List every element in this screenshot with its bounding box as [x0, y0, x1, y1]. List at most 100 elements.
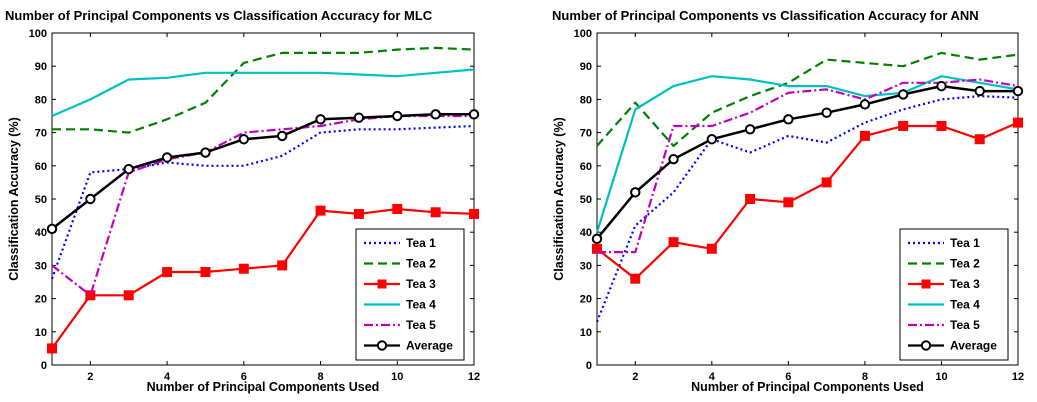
series-line	[50, 124, 475, 280]
data-point	[238, 263, 249, 274]
data-point	[668, 237, 679, 248]
x-axis-label: Number of Principal Components Used	[691, 380, 924, 394]
series-tea-2	[596, 51, 1019, 147]
legend-label: Tea 5	[950, 318, 980, 332]
x-tick-label: 6	[241, 371, 247, 383]
series-line	[51, 113, 474, 230]
series-tea-2	[52, 46, 475, 134]
series-tea-1	[595, 94, 1019, 323]
data-point	[706, 243, 717, 254]
y-tick-label: 20	[35, 294, 47, 306]
series-line	[595, 94, 1019, 323]
y-tick-label: 10	[580, 327, 592, 339]
chart-panel-1: Number of Principal Components vs Classi…	[5, 8, 480, 394]
series-line	[52, 46, 475, 134]
data-point	[1013, 117, 1023, 128]
data-point	[315, 205, 326, 216]
data-point	[277, 260, 288, 271]
data-point	[276, 130, 288, 142]
legend-label: Tea 3	[950, 277, 980, 291]
chart-panel-2: Number of Principal Components vs Classi…	[552, 8, 1024, 394]
data-point	[706, 134, 718, 145]
y-tick-label: 30	[580, 260, 592, 272]
data-point	[392, 203, 403, 214]
y-tick-label: 70	[580, 128, 592, 140]
data-point	[392, 110, 403, 122]
y-tick-label: 90	[35, 61, 47, 73]
series-tea-3	[592, 117, 1023, 284]
data-point	[592, 243, 602, 254]
legend-marker	[920, 340, 932, 351]
y-tick-label: 80	[580, 94, 592, 106]
data-point	[630, 187, 641, 198]
series-tea-1	[50, 124, 475, 280]
data-point	[430, 207, 441, 218]
y-tick-label: 20	[580, 294, 592, 306]
legend-label: Tea 1	[950, 236, 980, 250]
y-tick-label: 30	[35, 260, 47, 272]
x-tick-label: 12	[468, 371, 480, 383]
data-point	[821, 177, 832, 188]
x-tick-label: 2	[632, 371, 638, 383]
legend-marker	[376, 340, 388, 351]
y-tick-label: 80	[35, 94, 47, 106]
data-point	[783, 114, 794, 125]
legend-label: Tea 2	[950, 257, 980, 271]
legend: Tea 1 Tea 2 Tea 3 Tea 4 Tea 5 Average	[899, 228, 1009, 361]
y-tick-label: 60	[35, 161, 47, 173]
data-point	[1012, 85, 1024, 97]
chart-title: Number of Principal Components vs Classi…	[5, 8, 433, 23]
data-point	[745, 194, 756, 204]
series-line	[51, 207, 475, 350]
data-point	[123, 290, 134, 301]
data-point	[668, 153, 679, 165]
legend-label: Tea 4	[406, 298, 436, 312]
data-point	[85, 193, 96, 205]
data-point	[859, 130, 870, 141]
series-average	[46, 109, 480, 235]
y-tick-label: 10	[35, 327, 47, 339]
y-tick-label: 70	[35, 128, 47, 140]
legend-label: Tea 1	[406, 236, 436, 250]
data-point	[468, 109, 480, 120]
data-point	[859, 99, 871, 110]
y-tick-label: 50	[580, 194, 592, 206]
series-line	[597, 78, 1019, 254]
data-point	[353, 112, 365, 123]
legend-label: Tea 5	[406, 318, 436, 332]
x-tick-label: 10	[391, 371, 403, 383]
series-tea-4	[51, 68, 475, 118]
data-point	[936, 120, 947, 131]
x-axis-label: Number of Principal Components Used	[147, 380, 380, 394]
legend-box	[899, 228, 1009, 361]
x-tick-label: 2	[87, 371, 93, 383]
data-point	[85, 290, 96, 301]
data-point	[353, 208, 364, 219]
y-tick-label: 90	[580, 61, 592, 73]
data-point	[469, 208, 479, 219]
y-axis-label: Classification Accuracy (%)	[552, 117, 566, 280]
data-point	[200, 147, 211, 158]
series-line	[596, 51, 1019, 147]
series-line	[596, 84, 1018, 240]
y-tick-label: 100	[574, 28, 592, 40]
series-line	[51, 68, 475, 118]
y-tick-label: 0	[41, 360, 47, 372]
legend-marker	[377, 279, 387, 289]
data-point	[974, 134, 985, 145]
series-line	[595, 75, 1019, 233]
series-tea-5	[597, 78, 1019, 254]
legend-label: Tea 4	[950, 298, 980, 312]
data-point	[315, 114, 326, 125]
x-tick-label: 6	[785, 371, 791, 383]
data-point	[897, 89, 909, 100]
x-tick-label: 12	[1012, 371, 1024, 383]
data-point	[162, 267, 173, 278]
data-point	[47, 343, 57, 354]
legend-label: Tea 2	[406, 257, 436, 271]
legend-label: Average	[406, 339, 453, 353]
x-tick-label: 8	[317, 371, 323, 383]
y-tick-label: 0	[586, 360, 592, 372]
